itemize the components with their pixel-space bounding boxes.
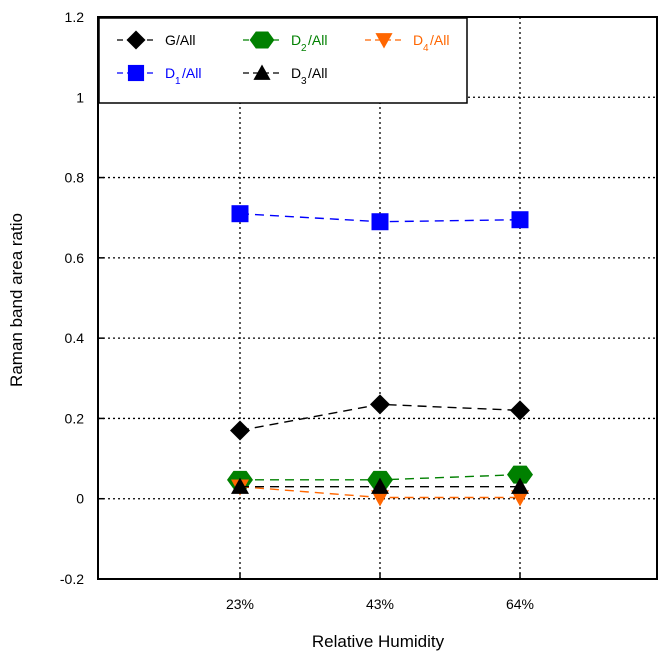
y-tick-label: 1 [76, 89, 84, 105]
y-tick-label: 0.2 [65, 410, 85, 426]
legend-subscript: 2 [301, 43, 307, 54]
y-tick-label: 0.4 [65, 330, 85, 346]
y-axis-title: Raman band area ratio [7, 213, 26, 387]
legend-suffix: /All [430, 32, 449, 48]
data-point [370, 394, 390, 415]
legend-label: D [291, 32, 301, 48]
data-point [371, 477, 389, 494]
series-layer [227, 205, 533, 507]
x-tick-label: 64% [506, 596, 534, 612]
grid [98, 17, 657, 579]
legend-item: G/All [117, 30, 195, 50]
legend-marker [375, 33, 393, 49]
legend-item: D3/All [243, 64, 327, 87]
y-tick-label: 0 [76, 491, 84, 507]
x-tick-label: 43% [366, 596, 394, 612]
data-point [230, 420, 250, 441]
data-point [371, 213, 389, 231]
legend-item: D4/All [365, 32, 449, 54]
legend-suffix: /All [308, 65, 327, 81]
x-axis-title: Relative Humidity [312, 632, 445, 651]
legend-suffix: /All [176, 32, 195, 48]
legend-subscript: 4 [423, 43, 429, 54]
y-tick-label: 1.2 [65, 9, 85, 25]
legend-box [98, 17, 468, 104]
legend-label: G [165, 32, 176, 48]
legend-subscript: 3 [301, 76, 307, 87]
legend-label: D [165, 65, 175, 81]
legend-suffix: /All [182, 65, 201, 81]
y-tick-label: 0.8 [65, 170, 85, 186]
y-axis: -0.2 0 0.2 0.4 0.6 0.8 1 1.2 [60, 9, 104, 587]
legend-marker [127, 64, 145, 82]
data-point [511, 211, 529, 229]
data-point [511, 490, 529, 507]
data-point [510, 400, 530, 421]
legend-label: D [413, 32, 423, 48]
data-point [231, 477, 249, 494]
data-point [507, 465, 533, 484]
legend-suffix: /All [308, 32, 327, 48]
legend-subscript: 1 [175, 76, 181, 87]
series-d1-all [231, 205, 529, 231]
legend-item: D2/All [243, 31, 327, 54]
y-tick-label: -0.2 [60, 571, 84, 587]
series-d3-all [231, 477, 529, 494]
y-tick-label: 0.6 [65, 250, 85, 266]
data-point [231, 205, 249, 223]
legend-marker [249, 31, 275, 49]
legend-marker [253, 64, 271, 80]
legend-marker [126, 30, 146, 50]
plot-frame [97, 16, 658, 580]
data-point [371, 490, 389, 507]
x-axis: 23% 43% 64% [226, 573, 534, 612]
series-g-all [230, 394, 530, 441]
data-point [511, 477, 529, 494]
x-tick-label: 23% [226, 596, 254, 612]
legend-item: D1/All [117, 64, 201, 87]
legend-label: D [291, 65, 301, 81]
